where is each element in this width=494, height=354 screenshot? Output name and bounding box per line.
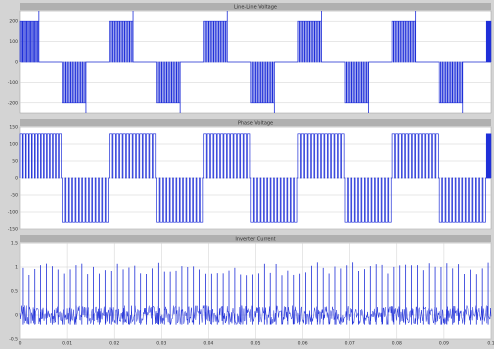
plot-panel-1: Line-Line Voltage 200 100 0 -100 -200 — [8, 3, 492, 114]
y-tick-label: -150 — [8, 227, 18, 233]
y-tick-label: -200 — [8, 100, 18, 106]
series-line — [19, 304, 492, 326]
x-tick-label: 0.1 — [487, 341, 494, 347]
plot-title: Inverter Current — [235, 237, 275, 243]
x-tick-label: 0.03 — [156, 341, 166, 347]
y-tick-label: 150 — [9, 125, 18, 131]
x-tick-label: 0.01 — [62, 341, 72, 347]
x-tick-label: 0.02 — [109, 341, 119, 347]
plot-title-bar — [20, 119, 491, 126]
plot-title: Phase Voltage — [238, 121, 273, 127]
x-tick-label: 0.06 — [298, 341, 308, 347]
x-tick-label: 0.04 — [203, 341, 213, 347]
y-tick-label: -100 — [8, 210, 18, 216]
y-tick-label: 1.5 — [11, 241, 18, 247]
y-tick-label: 50 — [12, 159, 18, 165]
y-tick-label: 1 — [15, 265, 18, 271]
plot-title-bar — [20, 3, 491, 10]
y-tick-label: -50 — [11, 193, 18, 199]
y-tick-label: 200 — [9, 19, 18, 25]
y-tick-label: 0 — [15, 176, 18, 182]
plot-title-bar — [20, 235, 491, 242]
y-tick-label: 0.5 — [11, 289, 18, 295]
y-tick-label: 100 — [9, 39, 18, 45]
y-tick-label: 0 — [15, 60, 18, 66]
plot-panel-2: Phase Voltage 150 100 50 0 -50 -100 -150 — [8, 119, 492, 233]
y-tick-label: -100 — [8, 80, 18, 86]
x-tick-label: 0.05 — [250, 341, 260, 347]
x-tick-label: 0.09 — [439, 341, 449, 347]
x-tick-label: 0.08 — [392, 341, 402, 347]
x-tick-label: 0 — [19, 341, 22, 347]
y-tick-label: -0.5 — [9, 337, 18, 343]
x-tick-label: 0.07 — [345, 341, 355, 347]
series-line — [19, 20, 492, 104]
plot-title: Line-Line Voltage — [234, 5, 277, 11]
y-tick-label: 0 — [15, 313, 18, 319]
y-tick-label: 100 — [9, 142, 18, 148]
series-line — [19, 133, 492, 223]
